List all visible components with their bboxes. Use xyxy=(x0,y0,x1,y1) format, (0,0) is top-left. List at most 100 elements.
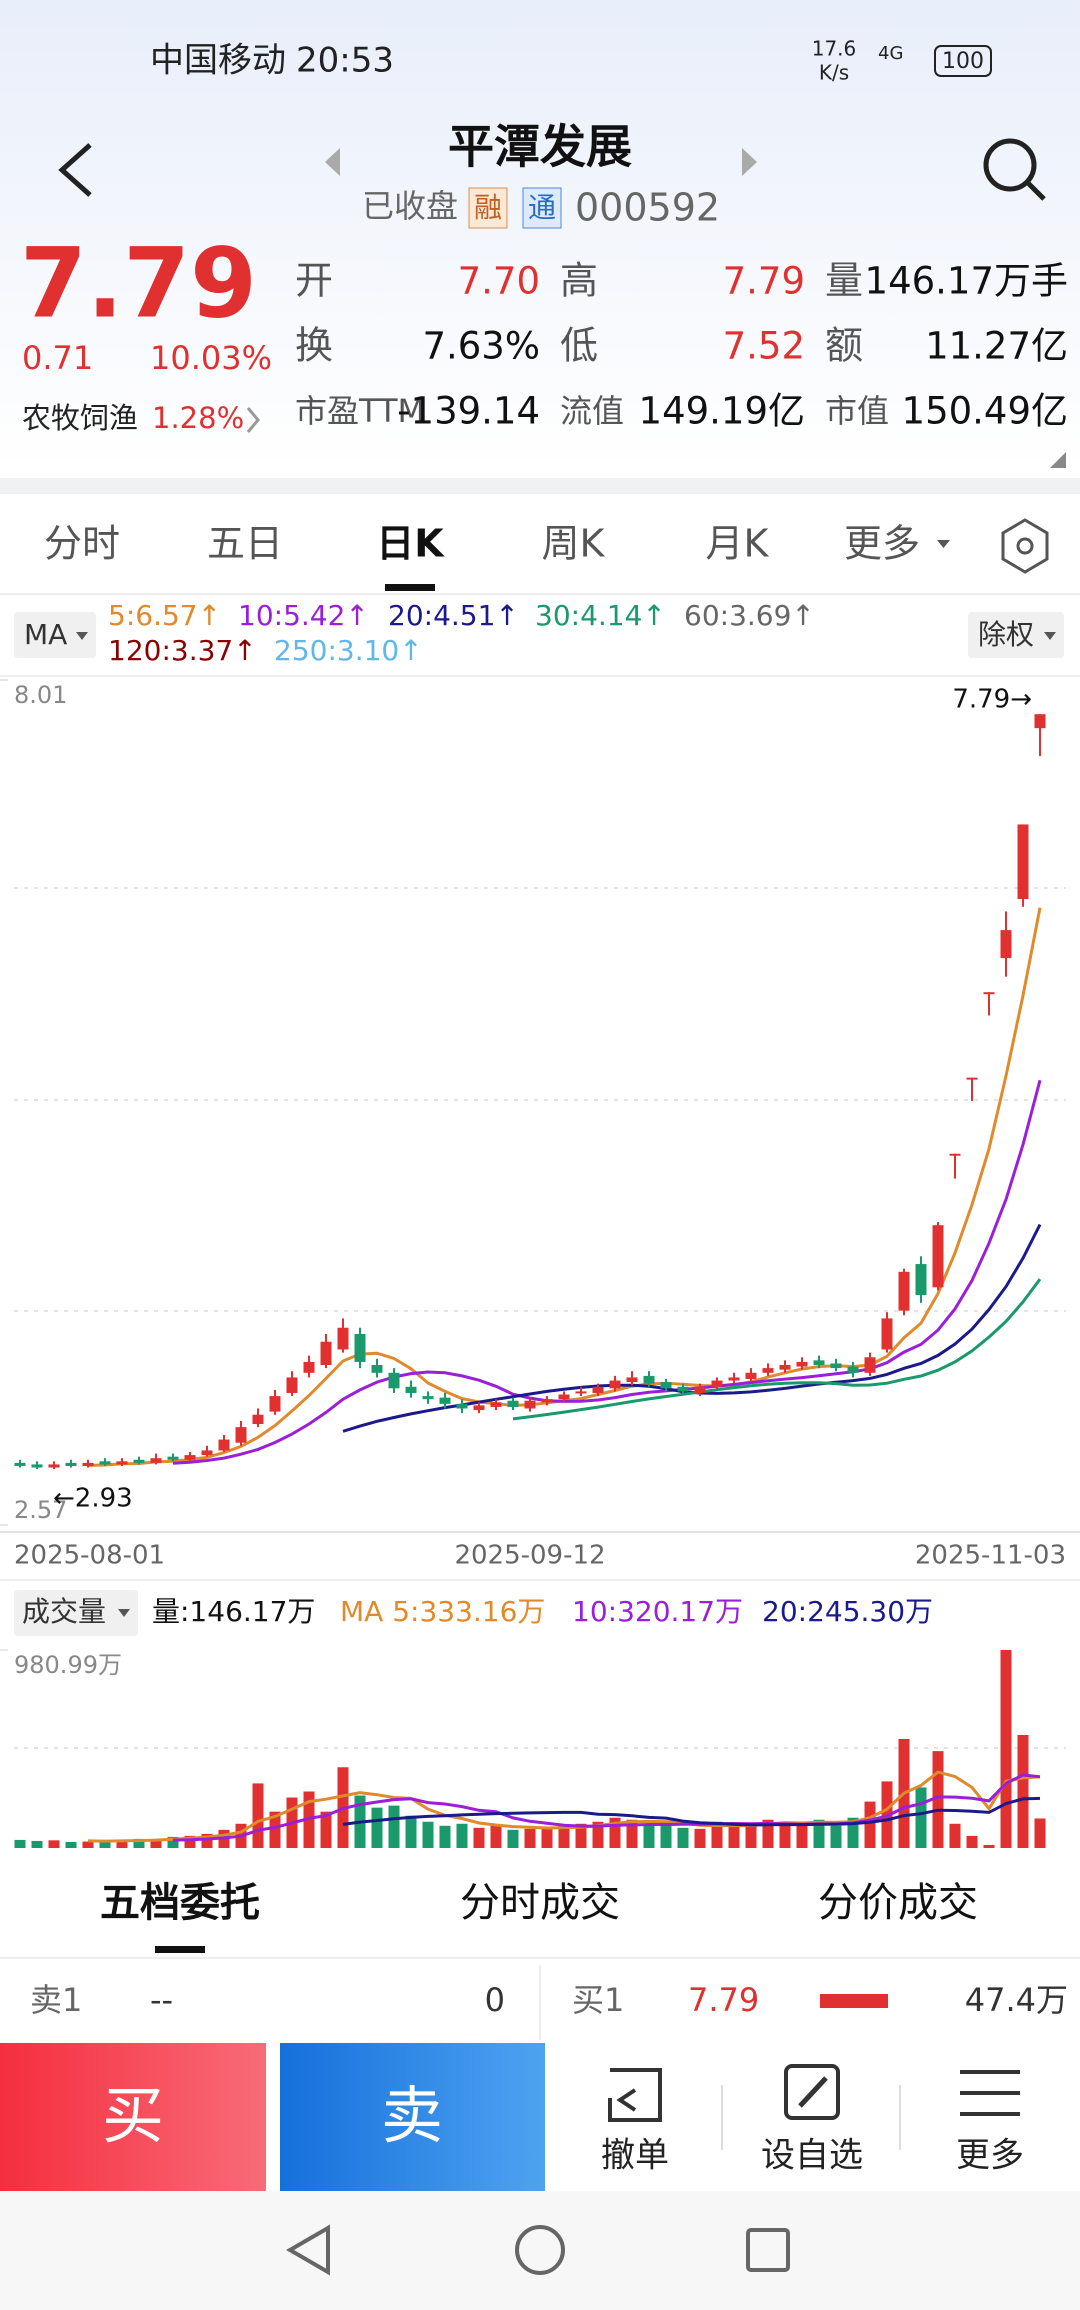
search-button[interactable] xyxy=(983,138,1037,192)
sell-level: 卖1 xyxy=(30,1981,82,2019)
nav-home[interactable] xyxy=(515,2225,565,2275)
more-label: 更多 xyxy=(956,2136,1024,2176)
sell-volume: 0 xyxy=(485,1981,505,2019)
change-pct: 10.03% xyxy=(150,339,272,377)
grid xyxy=(14,887,1066,1312)
period-tab[interactable]: 分时 xyxy=(44,522,120,566)
ma-item: 250:3.10↑ xyxy=(274,634,423,667)
ma-item: 60:3.69↑ xyxy=(684,599,815,632)
volume-legend-item: 10:320.17万 xyxy=(572,1595,743,1628)
corner xyxy=(1050,452,1066,468)
volume-bar xyxy=(1017,1734,1029,1848)
order-tab[interactable]: 五档委托 xyxy=(100,1880,260,1926)
field-value: 149.19亿 xyxy=(639,390,805,433)
candle-body xyxy=(847,1366,859,1373)
volume-bar xyxy=(983,1844,995,1848)
candle-body xyxy=(1034,714,1046,729)
candle-body xyxy=(898,1271,910,1311)
volume-bar xyxy=(830,1825,842,1848)
nav-back[interactable] xyxy=(286,2224,330,2276)
volume-bar xyxy=(201,1833,213,1848)
volume-bar xyxy=(150,1839,162,1848)
sector[interactable]: 农牧饲渔 xyxy=(22,401,138,435)
ma-button-label: MA xyxy=(24,618,67,651)
max-annotation: 7.79→ xyxy=(952,685,1032,715)
cancel-button[interactable]: 撤单 xyxy=(601,2068,669,2176)
volume-ma-line xyxy=(172,1773,1041,1842)
candle-body xyxy=(388,1372,400,1389)
candle-body xyxy=(82,1462,94,1466)
candle-body xyxy=(269,1396,281,1412)
volume-bar xyxy=(490,1825,502,1848)
volume-bar xyxy=(524,1828,536,1848)
ma-button[interactable] xyxy=(14,612,96,658)
next-stock[interactable] xyxy=(742,148,757,176)
field-value: -139.14 xyxy=(397,390,540,433)
nav-recents[interactable] xyxy=(746,2228,790,2272)
period-tab[interactable]: 周K xyxy=(542,522,606,566)
sell-button[interactable] xyxy=(280,2043,545,2191)
order-tab[interactable]: 分价成交 xyxy=(818,1880,978,1926)
watch-icon xyxy=(784,2064,840,2120)
fuquan-button[interactable] xyxy=(968,612,1064,658)
candle-body xyxy=(371,1365,383,1373)
candle-body xyxy=(932,1225,944,1288)
field-label: 市值 xyxy=(825,392,889,430)
volume-bar xyxy=(252,1783,264,1848)
candle-body xyxy=(966,1077,978,1080)
candle-body xyxy=(762,1368,774,1373)
volume-bar xyxy=(541,1827,553,1848)
cancel-icon xyxy=(608,2068,662,2122)
period-tab[interactable]: 日K xyxy=(376,522,445,566)
battery-icon xyxy=(934,45,992,77)
volume-bar xyxy=(371,1807,383,1848)
period-tab[interactable]: 更多 xyxy=(844,522,920,566)
volume-bar xyxy=(796,1823,808,1848)
volume-bar xyxy=(643,1823,655,1848)
field-value: 7.63% xyxy=(422,325,540,368)
prev-stock[interactable] xyxy=(325,148,340,176)
cancel-arrow xyxy=(616,2088,637,2112)
volume-bar xyxy=(14,1839,26,1848)
dropdown-arrow xyxy=(76,632,88,640)
volume-bar xyxy=(575,1823,587,1848)
candle-body xyxy=(881,1318,893,1350)
candle-body xyxy=(184,1455,196,1460)
ma-item: 20:4.51↑ xyxy=(388,599,519,632)
candle-body xyxy=(303,1361,315,1373)
dropdown-arrow xyxy=(937,540,950,548)
volume-bar xyxy=(473,1827,485,1848)
more-button[interactable]: 更多 xyxy=(956,2070,1024,2176)
volume-bar xyxy=(660,1825,672,1848)
period-tab[interactable]: 五日 xyxy=(207,522,283,566)
candle-body xyxy=(541,1399,553,1403)
order-tab[interactable]: 分时成交 xyxy=(460,1880,620,1926)
volume-bar xyxy=(1034,1818,1046,1848)
candle-body xyxy=(524,1400,536,1409)
volume-bar xyxy=(711,1821,723,1848)
buy-volume: 47.4万 xyxy=(965,1981,1068,2019)
back-button[interactable] xyxy=(58,143,92,197)
volume-bar xyxy=(932,1751,944,1848)
stock-name: 平潭发展 xyxy=(448,120,632,174)
volume-bar xyxy=(456,1823,468,1848)
period-tab[interactable]: 月K xyxy=(706,522,770,566)
candle-body xyxy=(830,1363,842,1369)
volume-legend-item: 20:245.30万 xyxy=(762,1595,933,1628)
candle-body xyxy=(864,1357,876,1373)
buy-button[interactable] xyxy=(0,2043,266,2191)
candle-body xyxy=(660,1382,672,1389)
battery: 100 xyxy=(942,49,984,74)
watch-button[interactable]: 设自选 xyxy=(761,2064,863,2176)
candle-body xyxy=(949,1153,961,1156)
badge xyxy=(468,187,508,229)
volume-bar xyxy=(864,1801,876,1848)
settings-icon[interactable] xyxy=(1001,518,1049,574)
volume-bar xyxy=(1000,1650,1012,1848)
volume-bar xyxy=(439,1825,451,1848)
badge-text: 融 xyxy=(474,191,502,224)
dropdown-arrow xyxy=(1044,632,1056,640)
candle-body xyxy=(609,1380,621,1389)
indicator-button[interactable] xyxy=(14,1590,138,1636)
